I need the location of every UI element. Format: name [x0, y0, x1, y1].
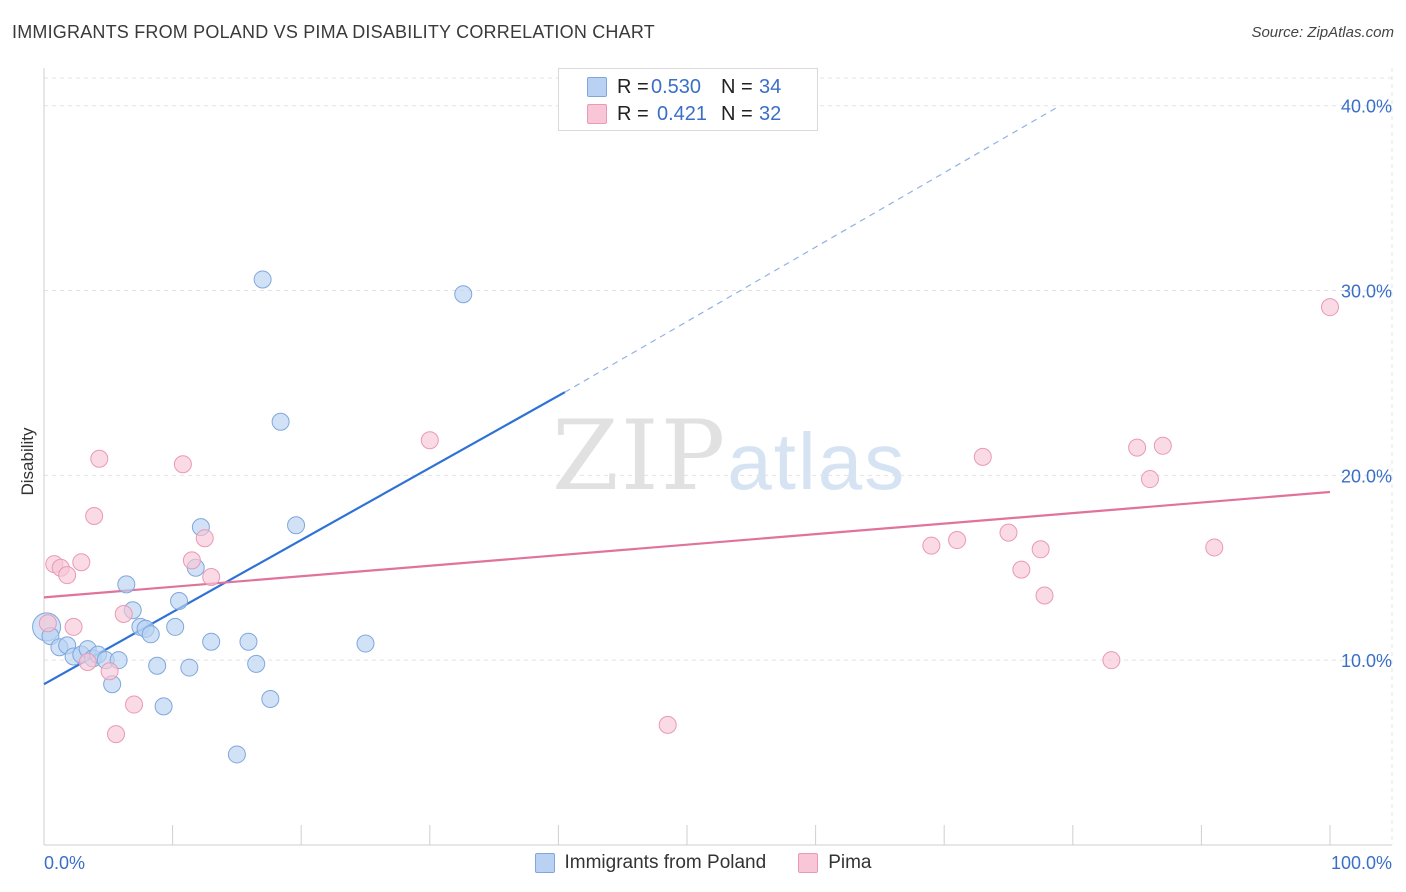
point-pima	[114, 604, 133, 623]
point-poland	[180, 658, 199, 677]
point-pima	[922, 536, 941, 555]
point-pima	[1012, 560, 1031, 579]
point-poland	[154, 697, 173, 716]
point-poland	[141, 625, 160, 644]
point-pima	[72, 553, 91, 572]
y-tick-label: 40.0%	[1341, 97, 1392, 117]
series-legend: Immigrants from Poland Pima	[0, 852, 1406, 874]
point-pima	[38, 614, 57, 633]
x-tick-label: 100.0%	[1331, 853, 1392, 873]
point-poland	[227, 745, 246, 764]
point-poland	[239, 632, 258, 651]
point-pima	[1035, 586, 1054, 605]
series-legend-pima: Pima	[798, 852, 871, 874]
point-pima	[182, 551, 201, 570]
watermark-zip: ZIP	[552, 400, 728, 512]
point-pima	[100, 662, 119, 681]
series-label-pima: Pima	[828, 852, 872, 873]
point-poland	[166, 617, 185, 636]
point-poland	[454, 285, 473, 304]
point-pima	[173, 455, 192, 474]
axes	[43, 68, 1392, 846]
point-poland	[253, 270, 272, 289]
point-pima	[973, 447, 992, 466]
data-points	[32, 270, 1339, 764]
point-pima	[202, 568, 221, 587]
point-pima	[1128, 438, 1147, 457]
point-pima	[1102, 651, 1121, 670]
legend-r-value: 0.530	[651, 75, 702, 98]
legend-n-value: 32	[759, 102, 782, 125]
legend-r-value: 0.421	[657, 102, 708, 125]
y-tick-label: 10.0%	[1341, 651, 1392, 671]
point-pima	[107, 725, 126, 744]
chart-title: IMMIGRANTS FROM POLAND VS PIMA DISABILIT…	[12, 22, 655, 42]
point-pima	[78, 653, 97, 672]
trend-lines	[43, 105, 1331, 686]
trend-line-poland	[43, 391, 566, 686]
point-pima	[1140, 470, 1159, 489]
point-pima	[999, 523, 1018, 542]
legend-row-poland: R = 0.530 N = 34	[587, 75, 781, 99]
trend-line-pima	[43, 490, 1331, 599]
series-swatch-blue	[534, 853, 555, 873]
point-poland	[170, 592, 189, 611]
y-axis-label: Disability	[18, 427, 37, 496]
legend-n-label: N =	[721, 75, 753, 98]
trend-line-poland-extension	[564, 105, 1061, 393]
point-pima	[1031, 540, 1050, 559]
y-tick-label: 30.0%	[1341, 282, 1392, 302]
legend-r-label: R =	[617, 102, 649, 125]
point-pima	[90, 449, 109, 468]
point-pima	[658, 715, 677, 734]
point-pima	[85, 507, 104, 526]
point-pima	[1205, 538, 1224, 557]
point-pima	[420, 431, 439, 450]
correlation-legend: R = 0.530 N = 34 R = 0.421 N = 32	[558, 68, 818, 131]
source-label: Source: ZipAtlas.com	[1251, 24, 1394, 41]
point-pima	[1153, 436, 1172, 455]
point-pima	[948, 531, 967, 550]
series-legend-poland: Immigrants from Poland	[534, 852, 767, 874]
y-tick-label: 20.0%	[1341, 466, 1392, 486]
watermark: ZIPatlas	[552, 400, 906, 512]
point-pima	[1321, 298, 1339, 317]
legend-row-pima: R = 0.421 N = 32	[587, 102, 781, 126]
point-poland	[271, 412, 290, 431]
grid-lines	[44, 68, 1393, 845]
point-pima	[195, 529, 214, 548]
legend-swatch-pink	[587, 104, 607, 124]
tick-labels: 10.0% 20.0% 30.0% 40.0% 0.0% 100.0% Disability	[18, 97, 1392, 873]
point-pima	[64, 617, 83, 636]
point-poland	[247, 654, 266, 673]
watermark-atlas: atlas	[727, 417, 907, 506]
point-poland	[202, 632, 221, 651]
legend-n-value: 34	[759, 75, 782, 98]
legend-r-label: R =	[617, 75, 649, 98]
point-poland	[261, 689, 280, 708]
point-poland	[287, 516, 306, 535]
legend-swatch-blue	[587, 77, 607, 97]
point-poland	[117, 575, 136, 594]
series-label-poland: Immigrants from Poland	[564, 852, 767, 873]
x-tick-label: 0.0%	[44, 853, 85, 873]
point-pima	[58, 566, 77, 585]
legend-n-label: N =	[721, 102, 753, 125]
series-swatch-pink	[798, 853, 819, 873]
point-pima	[125, 695, 144, 714]
point-poland	[356, 634, 375, 653]
point-poland	[148, 656, 167, 675]
